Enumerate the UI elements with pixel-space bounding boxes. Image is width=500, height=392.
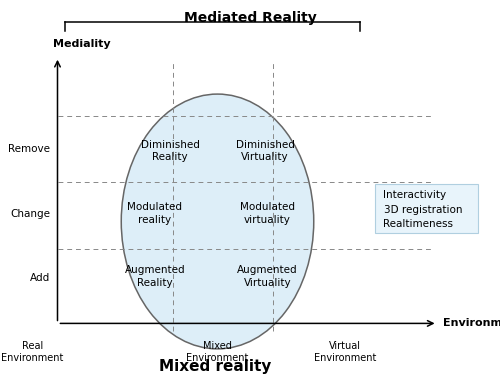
Text: Modulated
reality: Modulated reality: [128, 202, 182, 225]
Text: Diminished
Reality: Diminished Reality: [140, 140, 200, 162]
Text: Change: Change: [10, 209, 50, 219]
FancyBboxPatch shape: [375, 184, 478, 233]
Text: Environment: Environment: [442, 318, 500, 328]
Text: Add: Add: [30, 273, 50, 283]
Text: Remove: Remove: [8, 144, 50, 154]
Text: Mixed
Environment: Mixed Environment: [186, 341, 248, 363]
Ellipse shape: [121, 94, 314, 349]
Text: Modulated
virtuality: Modulated virtuality: [240, 202, 295, 225]
Text: Mixed reality: Mixed reality: [159, 359, 271, 374]
Text: Augmented
Virtuality: Augmented Virtuality: [237, 265, 298, 288]
Text: Interactivity
3D registration
Realtimeness: Interactivity 3D registration Realtimene…: [384, 190, 462, 229]
Text: Mediated Reality: Mediated Reality: [184, 11, 316, 25]
Text: Real
Environment: Real Environment: [2, 341, 64, 363]
Text: Mediality: Mediality: [52, 39, 110, 49]
Text: Augmented
Reality: Augmented Reality: [124, 265, 186, 288]
Text: Virtual
Environment: Virtual Environment: [314, 341, 376, 363]
Text: Diminished
Virtuality: Diminished Virtuality: [236, 140, 294, 162]
